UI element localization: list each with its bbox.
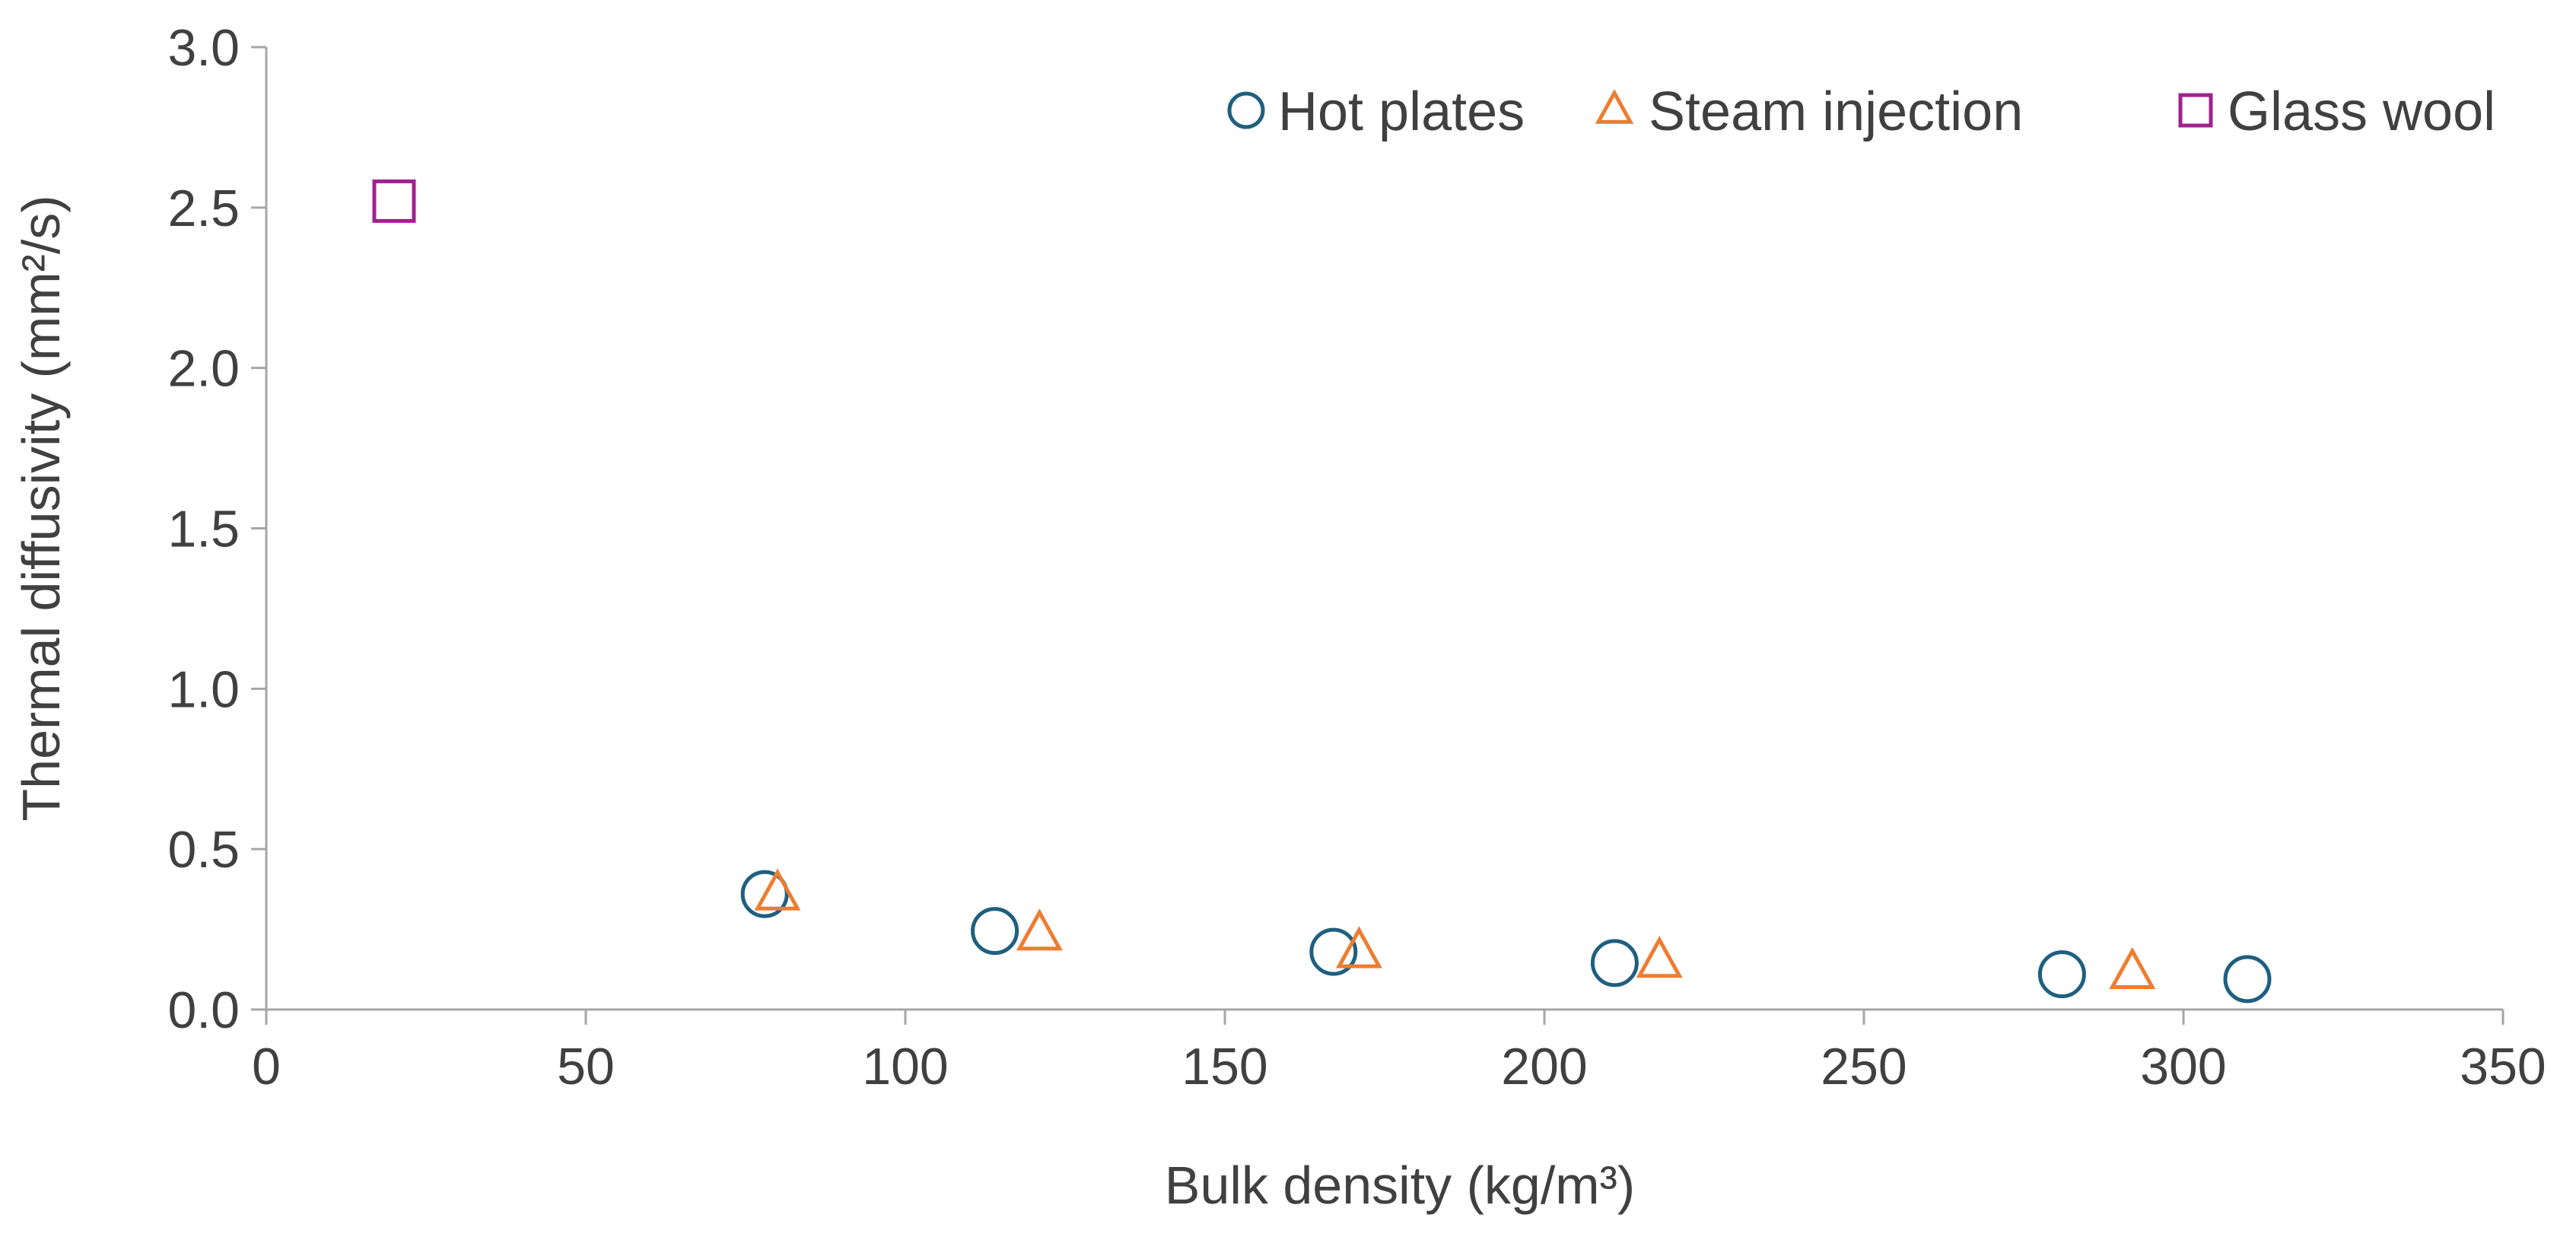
x-tick-label: 150	[1181, 1038, 1267, 1095]
data-point	[971, 907, 1019, 956]
data-point	[1335, 926, 1382, 968]
data-points	[372, 179, 2272, 1003]
y-tick-label: 2.5	[167, 180, 240, 237]
x-tick-label: 300	[2140, 1038, 2226, 1095]
y-tick-label: 1.0	[167, 660, 240, 718]
y-tick-label: 3.0	[167, 19, 240, 77]
y-tick-label: 0.0	[167, 981, 240, 1039]
y-axis-title: Thermal diffusivity (mm²/s)	[11, 195, 71, 821]
series-triangle	[754, 868, 2156, 990]
axes	[251, 46, 2504, 1025]
x-tick-label: 350	[2460, 1038, 2546, 1095]
legend-label: Glass wool	[2228, 81, 2495, 142]
data-point	[754, 868, 801, 911]
data-point	[2109, 946, 2156, 990]
x-tick-label: 250	[1821, 1038, 1907, 1095]
data-point	[2037, 950, 2086, 999]
x-tick-label: 50	[557, 1038, 615, 1095]
y-tick-labels: 0.0 0.5 1.0 1.5 2.0 2.5 3.0	[167, 19, 240, 1039]
x-tick-label: 200	[1501, 1038, 1587, 1095]
legend-marker	[1227, 91, 1265, 129]
series-square	[372, 179, 416, 223]
y-tick-label: 2.0	[167, 340, 240, 398]
legend: Hot plates Steam injection Glass wool	[1227, 81, 2495, 142]
series-circle	[740, 870, 2272, 1003]
legend-marker	[2178, 93, 2213, 128]
data-point	[1590, 939, 1639, 987]
legend-marker	[1595, 89, 1634, 124]
data-point	[1636, 936, 1683, 978]
x-axis-title: Bulk density (kg/m³)	[1165, 1156, 1635, 1215]
y-tick-label: 0.5	[167, 821, 240, 879]
x-tick-label: 0	[252, 1038, 281, 1095]
legend-label: Hot plates	[1278, 81, 1525, 142]
y-tick-label: 1.5	[167, 501, 240, 558]
legend-item: Glass wool	[2178, 81, 2495, 142]
data-point	[1309, 927, 1358, 976]
data-point	[1016, 908, 1063, 951]
legend-item: Hot plates	[1227, 81, 1525, 142]
x-tick-label: 100	[862, 1038, 948, 1095]
data-point	[740, 870, 789, 918]
x-tick-labels: 0 50 100 150 200 250 300 350	[252, 1038, 2546, 1095]
legend-item: Steam injection	[1595, 81, 2023, 142]
data-point	[372, 179, 416, 223]
data-point	[2223, 955, 2272, 1003]
legend-label: Steam injection	[1649, 81, 2023, 142]
